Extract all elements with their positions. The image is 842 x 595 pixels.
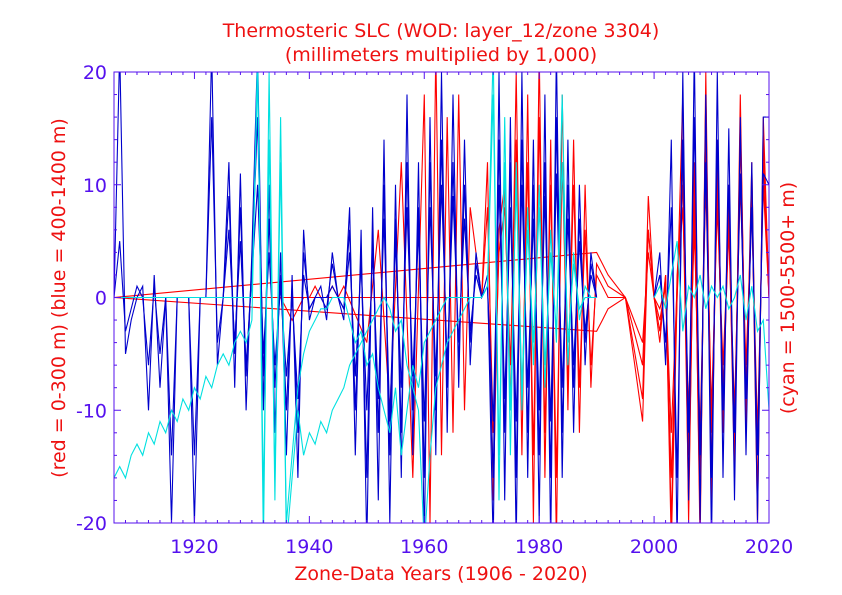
series-line-blue-6 xyxy=(114,173,598,422)
series-line-cyan-9 xyxy=(114,72,597,523)
y-axis-ticks: -20 -10 0 10 20 xyxy=(76,62,769,535)
y-tick-label: 0 xyxy=(95,288,107,310)
x-tick-label: 1920 xyxy=(170,536,218,558)
x-tick-label: 1980 xyxy=(515,536,563,558)
x-tick-label: 1940 xyxy=(285,536,333,558)
x-tick-label: 1960 xyxy=(400,536,448,558)
series-layer xyxy=(114,72,769,523)
series-line-cyan-10 xyxy=(114,72,597,523)
y-tick-label: 10 xyxy=(83,175,107,197)
x-tick-label: 2020 xyxy=(745,536,793,558)
y-axis-label-left: (red = 0-300 m) (blue = 400-1400 m) xyxy=(48,118,70,478)
x-tick-label: 2000 xyxy=(630,536,678,558)
x-axis-ticks: 1920 1940 1960 1980 2000 2020 xyxy=(113,72,793,558)
series-line-blue-4 xyxy=(114,72,598,523)
y-tick-label: 20 xyxy=(83,62,107,84)
y-axis-label-right: (cyan = 1500-5500+ m) xyxy=(777,182,799,414)
x-axis-label: Zone-Data Years (1906 - 2020) xyxy=(294,563,587,585)
series-line-blue-8 xyxy=(653,117,769,478)
y-tick-label: -10 xyxy=(76,400,107,422)
series-line-blue-5 xyxy=(114,117,598,478)
y-tick-label: -20 xyxy=(76,513,107,535)
chart-subtitle: (millimeters multiplied by 1,000) xyxy=(285,44,597,66)
series-line-cyan-11 xyxy=(653,241,769,411)
chart-title: Thermosteric SLC (WOD: layer_12/zone 330… xyxy=(222,20,660,42)
